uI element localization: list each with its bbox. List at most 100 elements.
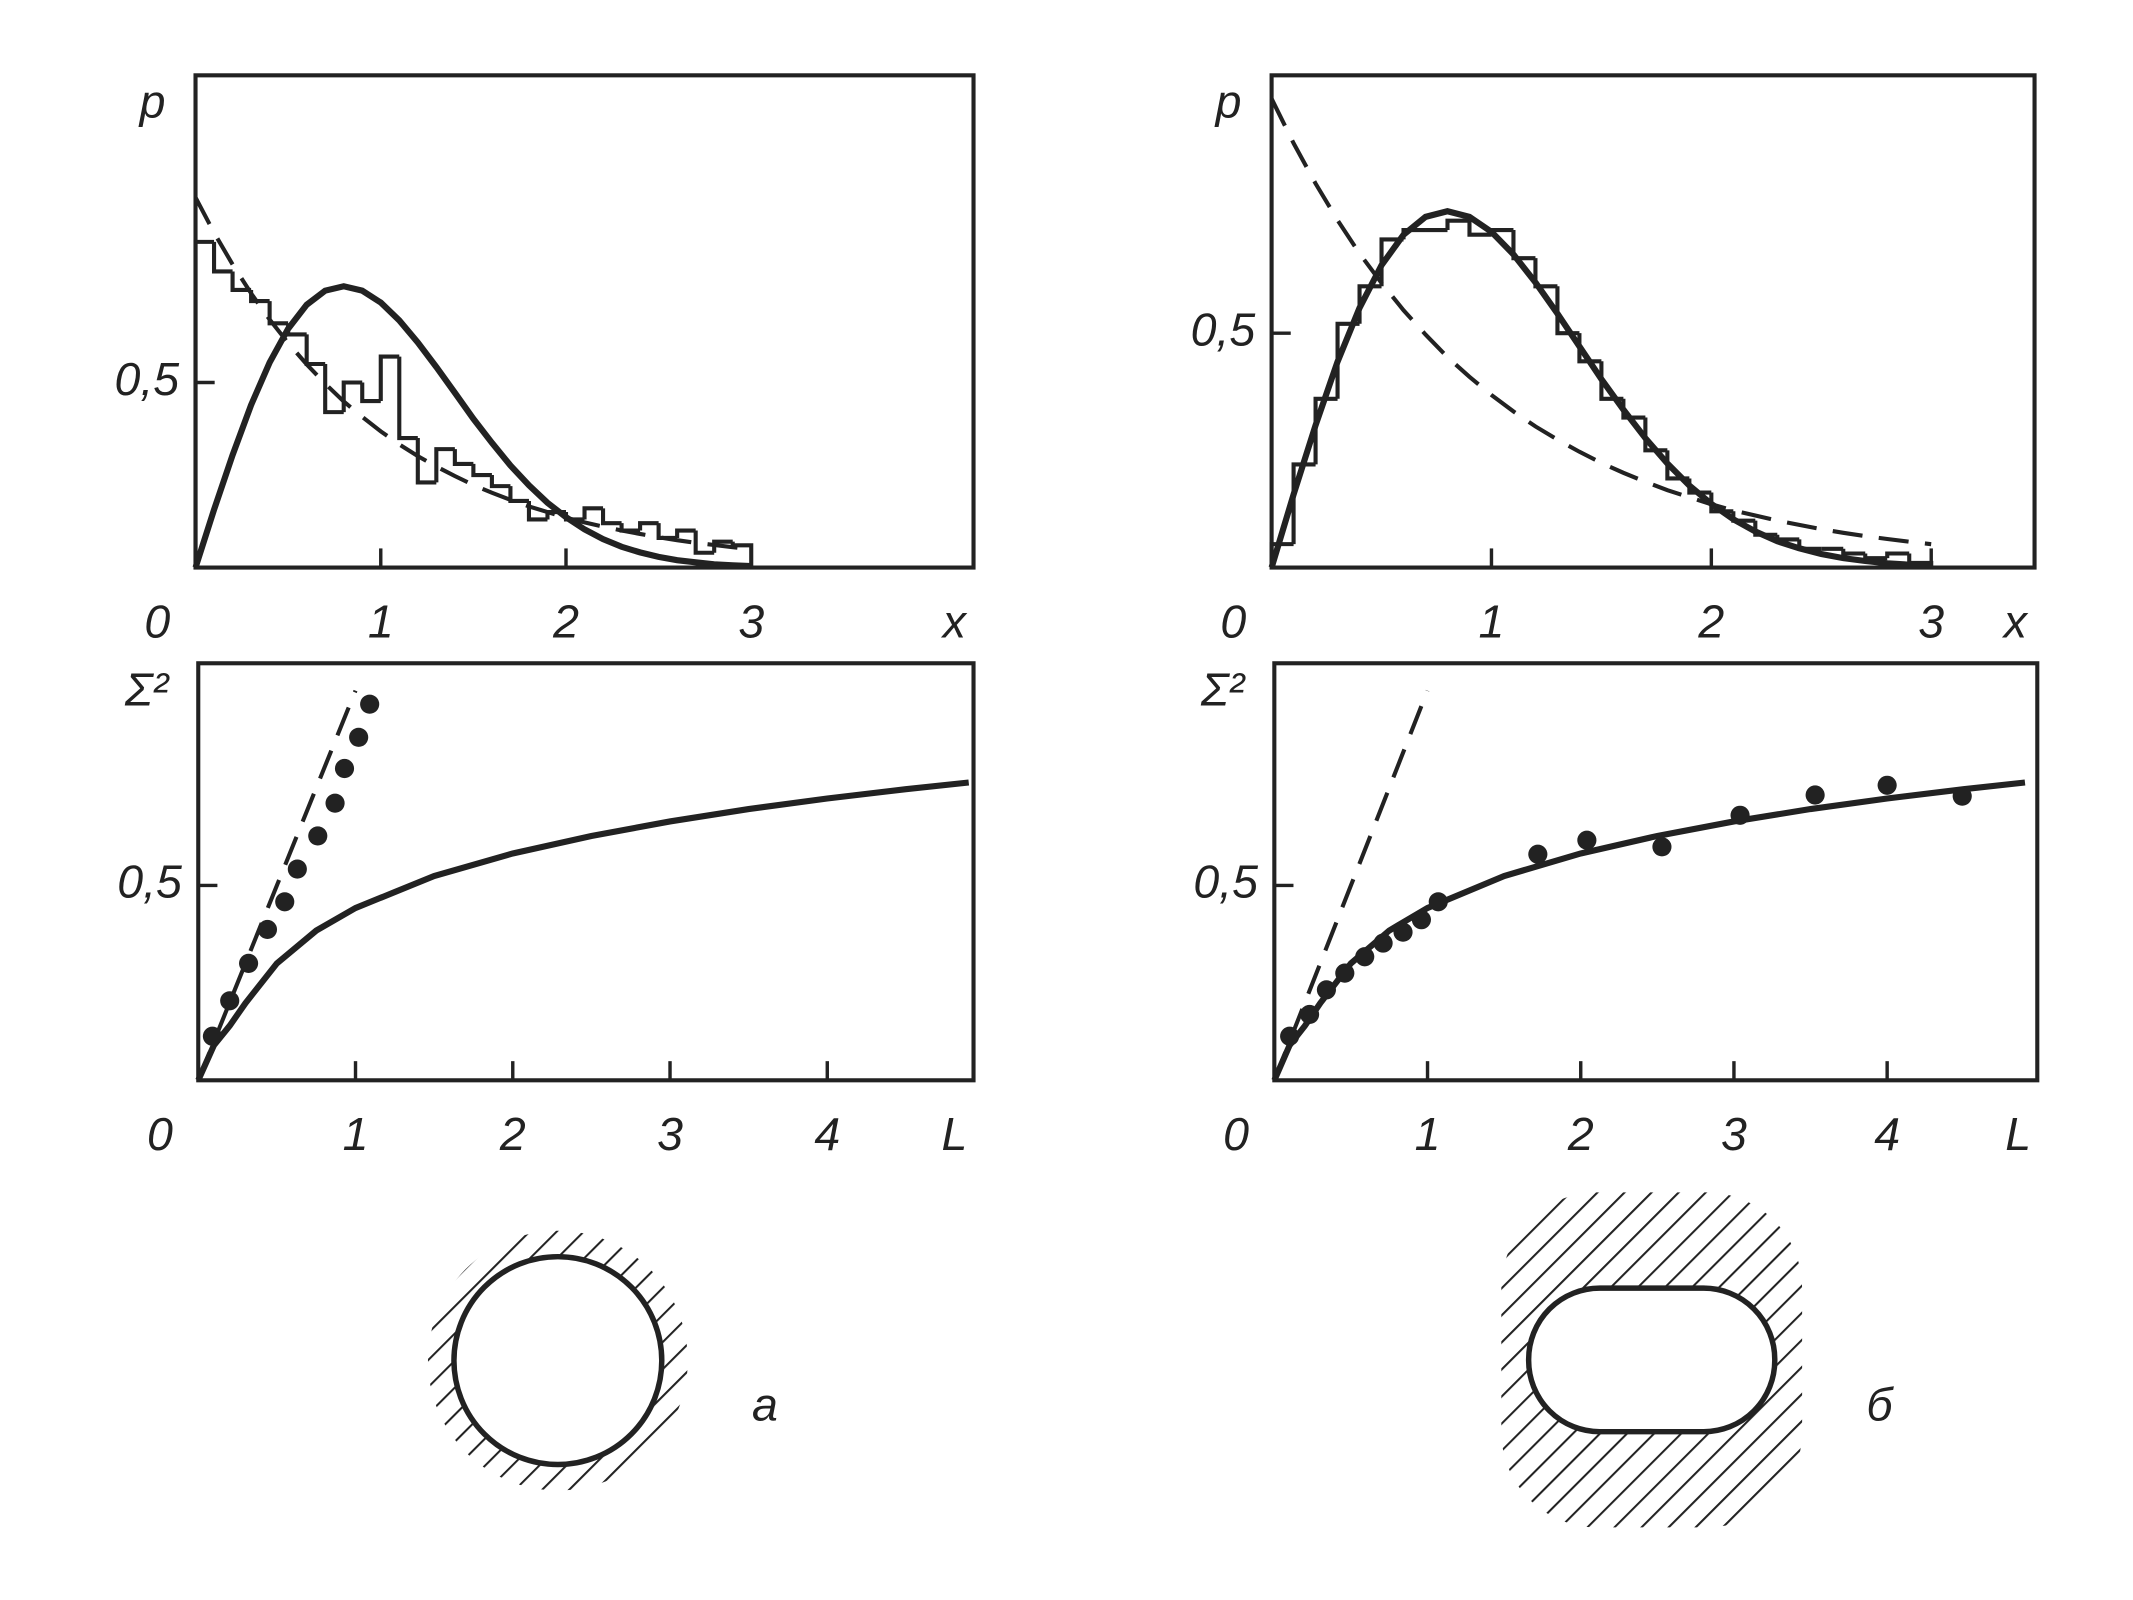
data-point <box>287 859 307 879</box>
y-tick-label: 0,5 <box>117 856 182 908</box>
y-tick-label: 0,5 <box>1193 856 1258 908</box>
histogram-bar <box>582 506 604 520</box>
x-tick-label: 0 <box>1220 595 1246 647</box>
data-point <box>239 953 259 973</box>
circle-billiard <box>427 1230 688 1491</box>
stadium-billiard <box>1501 1192 1803 1528</box>
panel-label: б <box>1866 1379 1894 1431</box>
x-tick-label: 4 <box>814 1108 840 1160</box>
histogram-bar <box>397 356 418 441</box>
dashed-curve <box>1269 97 1932 547</box>
x-tick-label: 1 <box>1415 1108 1441 1160</box>
data-point <box>1316 980 1336 1000</box>
y-tick-label: 0,5 <box>115 353 180 405</box>
histogram-bar <box>675 528 696 538</box>
histogram-bar <box>693 530 715 555</box>
x-tick-label: 0 <box>147 1108 173 1160</box>
data-point <box>325 793 345 813</box>
data-point <box>1393 922 1413 942</box>
histogram-bar <box>1313 396 1338 465</box>
data-point <box>1577 830 1597 850</box>
x-tick-label: 2 <box>552 595 579 647</box>
plot-frame <box>193 73 976 570</box>
data-point <box>1299 1004 1320 1025</box>
data-point <box>334 758 355 779</box>
x-axis-label: x <box>2002 595 2029 647</box>
histogram-bar <box>489 475 511 489</box>
histogram-bar <box>1863 553 1888 561</box>
data-point <box>220 991 240 1011</box>
data-point <box>202 1026 222 1046</box>
y-axis-label: Σ² <box>1200 664 1246 716</box>
histogram-bar <box>638 521 659 531</box>
histogram-bar <box>230 271 252 293</box>
histogram-bar <box>600 508 622 526</box>
x-tick-label: 3 <box>657 1108 683 1160</box>
panel-label: а <box>752 1379 778 1431</box>
data-point <box>1952 786 1972 806</box>
data-point <box>1373 933 1393 953</box>
histogram-bar <box>211 241 233 274</box>
histogram-bar <box>1445 218 1470 231</box>
histogram-bar <box>452 449 474 466</box>
y-axis-label: Σ² <box>124 664 170 716</box>
x-tick-label: 4 <box>1874 1108 1900 1160</box>
solid-curve <box>195 779 970 1082</box>
data-point <box>1805 785 1825 805</box>
data-point <box>1528 844 1548 864</box>
histogram-bar <box>1467 220 1492 237</box>
data-point <box>1335 963 1355 983</box>
x-tick-label: 3 <box>738 595 764 647</box>
data-point <box>1280 1026 1300 1046</box>
histogram-bar <box>360 382 381 404</box>
data-point <box>360 694 380 714</box>
x-tick-label: 3 <box>1918 595 1944 647</box>
dashed-curve <box>196 689 358 1082</box>
data-point <box>1652 837 1672 857</box>
x-axis-label: L <box>2005 1108 2031 1160</box>
x-tick-label: 1 <box>343 1108 369 1160</box>
x-axis-label: x <box>941 595 968 647</box>
histogram-bar <box>1885 551 1910 559</box>
data-point <box>275 892 295 912</box>
histogram-bar <box>508 486 529 503</box>
x-tick-label: 2 <box>499 1108 526 1160</box>
histogram-bar <box>1775 534 1800 542</box>
x-axis-label: L <box>941 1108 967 1160</box>
histogram-bar <box>304 334 326 367</box>
histogram-bar <box>267 301 289 326</box>
x-tick-label: 0 <box>144 595 170 647</box>
x-tick-label: 1 <box>368 595 394 647</box>
plot-frame <box>1272 661 2040 1083</box>
histogram-bar <box>193 239 215 568</box>
x-tick-label: 2 <box>1567 1108 1594 1160</box>
x-tick-label: 0 <box>1223 1108 1249 1160</box>
data-point <box>257 919 278 940</box>
y-tick-label: 0,5 <box>1191 303 1256 355</box>
solid-curve <box>192 283 752 570</box>
dashed-curve <box>193 196 752 552</box>
histogram-bar <box>415 438 437 485</box>
histogram-bar <box>341 380 363 413</box>
histogram-bar <box>656 523 678 541</box>
plot-frame <box>1269 73 2037 570</box>
histogram-bar <box>730 541 754 568</box>
data-point <box>1730 805 1750 825</box>
plot-frame <box>196 661 976 1083</box>
data-point <box>308 826 328 846</box>
data-point <box>1428 892 1448 912</box>
histogram-bar <box>378 354 400 402</box>
solid-curve <box>1268 208 1932 569</box>
data-point <box>1355 947 1375 967</box>
x-tick-label: 3 <box>1721 1108 1747 1160</box>
histogram-bar <box>434 447 455 483</box>
x-tick-label: 2 <box>1697 595 1724 647</box>
y-axis-label: p <box>138 76 166 128</box>
x-tick-label: 1 <box>1479 595 1505 647</box>
histogram-bar <box>1291 462 1316 545</box>
data-point <box>1877 775 1897 795</box>
data-point <box>1411 910 1431 930</box>
dashed-curve <box>1272 689 1430 1082</box>
y-axis-label: p <box>1214 76 1242 128</box>
